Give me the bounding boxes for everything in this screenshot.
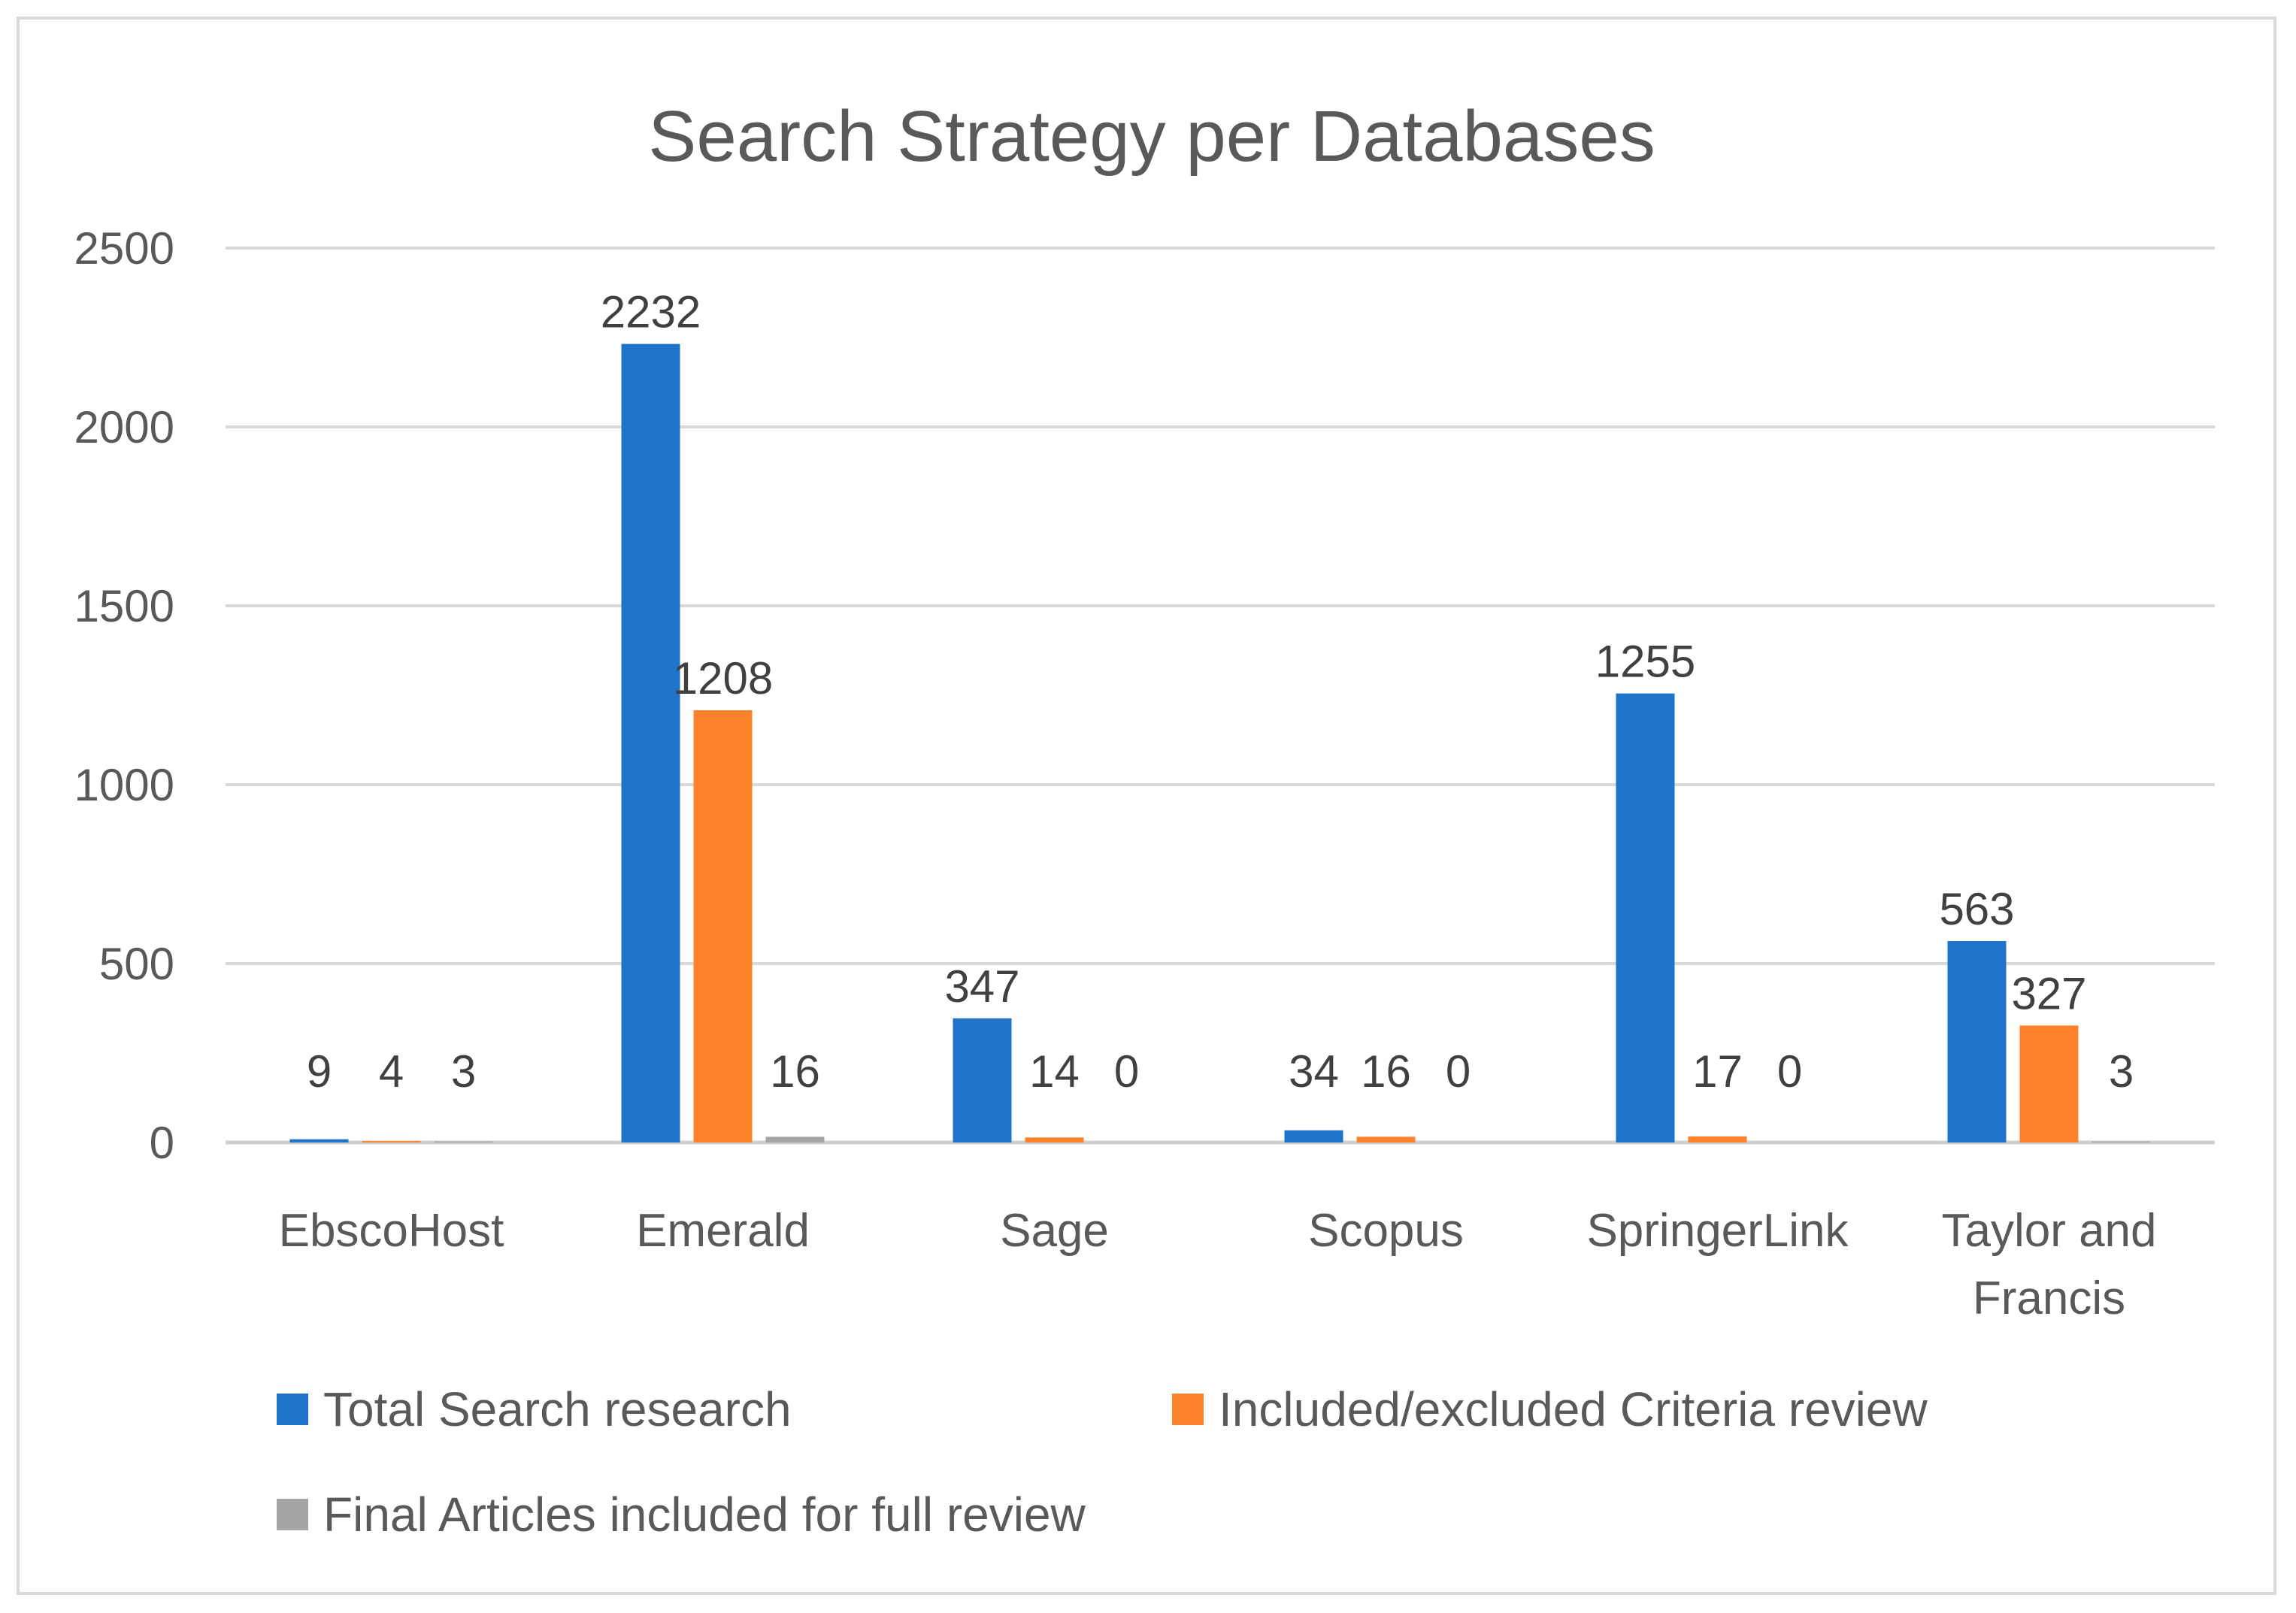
bar <box>621 343 680 1142</box>
data-label: 16 <box>1361 1046 1411 1097</box>
bar <box>1356 1136 1416 1142</box>
data-label: 17 <box>1692 1046 1743 1097</box>
legend-label: Included/excluded Criteria review <box>1219 1382 1928 1436</box>
y-tick-label: 1000 <box>74 760 174 810</box>
data-label: 3 <box>2109 1046 2134 1097</box>
bar <box>765 1136 825 1142</box>
chart-frame: Search Strategy per Databases 0 500 1000 15… <box>17 17 2276 1595</box>
chart-title: Search Strategy per Databases <box>648 96 1655 177</box>
data-label: 1208 <box>673 653 773 704</box>
legend-swatch <box>1172 1394 1204 1425</box>
data-label: 0 <box>1446 1046 1471 1097</box>
data-label: 4 <box>379 1046 404 1097</box>
y-tick-label: 0 <box>150 1118 174 1168</box>
legend-swatch <box>277 1394 308 1425</box>
legend-label: Total Search research <box>323 1382 792 1436</box>
bar <box>1025 1137 1084 1142</box>
bar <box>1284 1130 1343 1142</box>
x-category-label: Emerald <box>636 1205 810 1257</box>
y-tick-label: 2000 <box>74 402 174 452</box>
legend-swatch <box>277 1499 308 1530</box>
x-category-label: Sage <box>1000 1205 1109 1257</box>
gridlines <box>226 247 2215 1145</box>
bar <box>2019 1025 2079 1142</box>
legend: Total Search research Included/excluded C… <box>277 1382 1928 1542</box>
data-label: 347 <box>944 961 1019 1012</box>
x-category-label: Francis <box>1973 1273 2125 1324</box>
data-label: 14 <box>1029 1046 1080 1097</box>
data-label: 34 <box>1289 1046 1339 1097</box>
bar <box>1616 693 1675 1142</box>
bar-chart: Search Strategy per Databases 0 500 1000 15… <box>74 96 2215 1542</box>
bar <box>289 1139 349 1142</box>
data-label: 2232 <box>601 287 701 337</box>
data-label: 1255 <box>1595 637 1695 687</box>
data-label: 9 <box>307 1046 332 1097</box>
x-axis: EbscoHost Emerald Sage Scopus SpringerLink Ta… <box>279 1205 2157 1324</box>
data-label: 16 <box>770 1046 820 1097</box>
y-tick-label: 500 <box>99 939 174 989</box>
data-label: 0 <box>1114 1046 1139 1097</box>
x-category-label: Scopus <box>1308 1205 1464 1257</box>
data-label: 0 <box>1777 1046 1802 1097</box>
bar <box>362 1141 421 1142</box>
bar <box>693 710 753 1142</box>
bar <box>1947 941 2007 1142</box>
data-label: 563 <box>1939 884 2014 934</box>
data-label: 327 <box>2011 968 2086 1018</box>
y-axis-ticks: 0 500 1000 1500 2000 2500 <box>74 223 174 1168</box>
y-tick-label: 2500 <box>74 223 174 274</box>
x-category-label: EbscoHost <box>279 1205 504 1257</box>
x-category-label: Taylor and <box>1941 1205 2156 1257</box>
bars <box>289 343 2151 1142</box>
bar <box>1688 1136 1747 1142</box>
y-tick-label: 1500 <box>74 581 174 631</box>
bar <box>953 1018 1012 1142</box>
legend-label: Final Articles included for full review <box>323 1487 1086 1542</box>
data-label: 3 <box>451 1046 476 1097</box>
x-category-label: SpringerLink <box>1586 1205 1849 1257</box>
